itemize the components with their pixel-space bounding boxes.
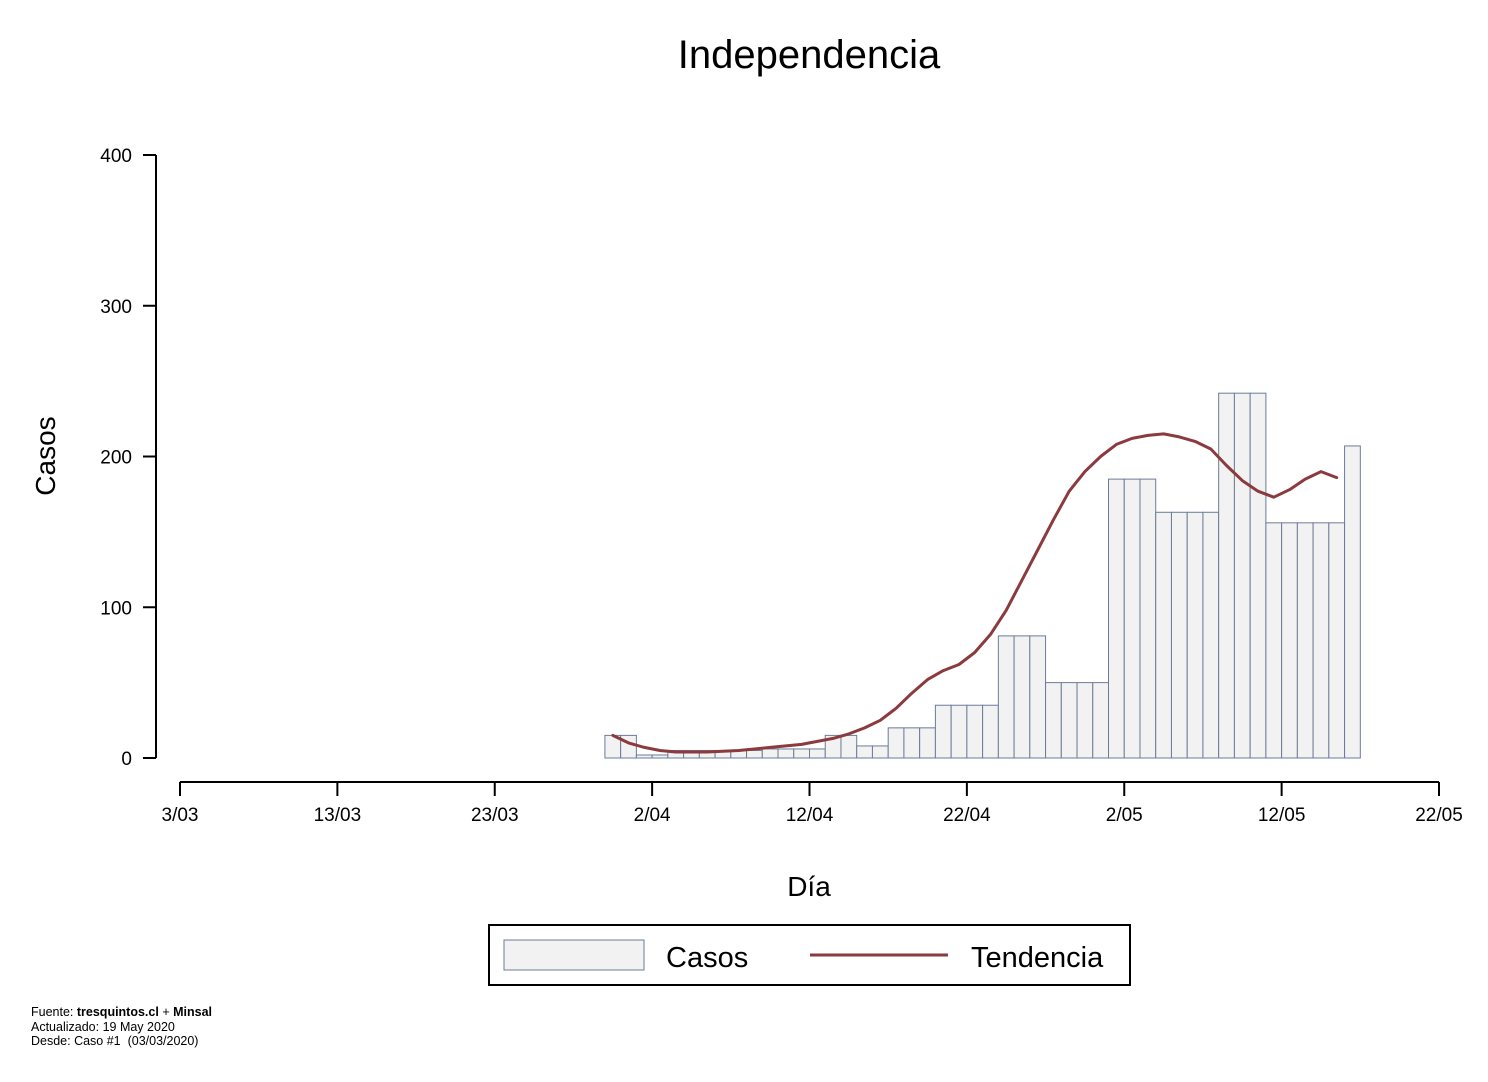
bar <box>1045 682 1062 759</box>
bar <box>871 745 889 759</box>
bar <box>1076 682 1094 759</box>
y-axis: 0 100 200 300 400 <box>100 146 157 770</box>
x-tick-label: 2/05 <box>1106 805 1143 826</box>
x-tick-label: 12/05 <box>1258 805 1306 826</box>
bar <box>919 727 936 759</box>
footer-source-plus: + <box>158 1005 174 1019</box>
y-tick-label: 200 <box>100 448 132 469</box>
x-tick-label: 22/04 <box>943 805 991 826</box>
x-tick-label: 23/03 <box>471 805 519 826</box>
bar <box>1202 511 1220 759</box>
trend-line-tendencia <box>611 432 1339 754</box>
bar <box>1233 392 1251 759</box>
bar <box>1249 392 1267 759</box>
bar <box>1123 478 1141 759</box>
bar <box>777 748 795 759</box>
bar <box>903 727 921 759</box>
bar <box>1328 522 1346 759</box>
bar <box>635 754 653 759</box>
bar <box>761 748 779 759</box>
x-axis: 3/03 13/03 23/03 2/04 12/04 22/04 2/05 12/05 22/… <box>162 781 1463 826</box>
bar <box>840 734 858 759</box>
bar <box>887 727 905 759</box>
bar <box>1265 522 1283 759</box>
bar <box>1218 392 1235 759</box>
bar <box>934 704 952 759</box>
footer-since: Desde: Caso #1 (03/03/2020) <box>31 1034 199 1048</box>
y-tick-label: 100 <box>100 598 132 619</box>
bar <box>1108 478 1125 759</box>
footer-source-prefix: Fuente: <box>31 1005 77 1019</box>
bar <box>793 748 811 759</box>
bar <box>651 754 669 759</box>
x-ticks: 3/03 13/03 23/03 2/04 12/04 22/04 2/05 12/05 22/… <box>162 782 1463 826</box>
bar <box>950 704 968 759</box>
bar <box>1344 445 1361 759</box>
y-tick-label: 0 <box>121 749 132 770</box>
bar <box>1139 478 1157 759</box>
y-ticks: 0 100 200 300 400 <box>100 146 156 770</box>
bar <box>1092 682 1110 759</box>
legend-label-tendencia: Tendencia <box>971 942 1104 974</box>
footer-source: Fuente: tresquintos.cl + Minsal <box>31 1005 212 1020</box>
bars-casos <box>604 392 1361 759</box>
footer-source-site: tresquintos.cl <box>76 1005 159 1019</box>
bar <box>1029 635 1047 759</box>
bar <box>856 745 873 759</box>
x-tick-label: 22/05 <box>1415 805 1463 826</box>
bar <box>1013 635 1031 759</box>
y-tick-label: 400 <box>100 146 132 167</box>
bar <box>746 749 763 759</box>
bar <box>982 704 999 759</box>
legend-label-casos: Casos <box>666 942 748 974</box>
bar <box>1155 511 1172 759</box>
x-axis-title: Día <box>787 871 831 902</box>
x-tick-label: 3/03 <box>162 805 199 826</box>
footer-source-org: Minsal <box>173 1005 212 1019</box>
bar <box>966 704 984 759</box>
bar <box>809 748 826 759</box>
footer: Fuente: tresquintos.cl + Minsal Actualiz… <box>31 1005 212 1049</box>
y-axis-title: Casos <box>30 416 61 495</box>
y-tick-label: 300 <box>100 297 132 318</box>
legend: Casos Tendencia <box>488 924 1131 986</box>
bar <box>1170 511 1188 759</box>
x-tick-label: 2/04 <box>634 805 671 826</box>
chart-title: Independencia <box>678 33 941 77</box>
legend-swatch-casos <box>503 939 645 971</box>
x-tick-label: 13/03 <box>314 805 362 826</box>
bar <box>1296 522 1314 759</box>
bar <box>1281 522 1298 759</box>
bar <box>997 635 1015 759</box>
footer-updated: Actualizado: 19 May 2020 <box>31 1019 175 1034</box>
x-tick-label: 12/04 <box>786 805 834 826</box>
bar <box>1312 522 1330 759</box>
bar <box>1186 511 1204 759</box>
bar <box>1060 682 1078 759</box>
